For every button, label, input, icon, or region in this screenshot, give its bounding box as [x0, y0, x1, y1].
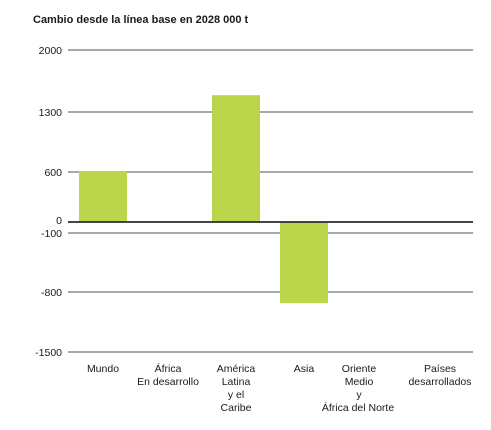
- y-tick-label: -800: [41, 287, 62, 299]
- x-tick-label: En desarrollo: [137, 376, 199, 388]
- x-tick-label: África: [155, 362, 182, 375]
- x-tick-label: Oriente: [342, 363, 377, 375]
- bar: [79, 171, 127, 222]
- y-tick-label: -100: [41, 228, 62, 240]
- chart-title: Cambio desde la línea base en 2028 000 t: [33, 14, 249, 26]
- x-tick-label: América: [217, 363, 256, 375]
- x-tick-label: Latina: [222, 376, 251, 388]
- bar: [280, 222, 328, 304]
- x-tick-label: Medio: [345, 376, 374, 388]
- y-tick-label: 2000: [39, 45, 63, 57]
- x-tick-label: Países: [424, 363, 456, 375]
- y-tick-label: 600: [44, 167, 62, 179]
- x-tick-label: Mundo: [87, 363, 119, 375]
- x-tick-label: Caribe: [221, 402, 252, 414]
- grid-layer: [68, 49, 473, 353]
- x-tick-label: desarrollados: [408, 376, 471, 388]
- y-tick-labels: 2000 1300 600 0-100 -800 -1500: [35, 45, 62, 359]
- y-tick-label: 1300: [39, 107, 63, 119]
- x-tick-label: África del Norte: [322, 401, 395, 414]
- y-tick-label: 0: [56, 215, 62, 227]
- y-tick-label: -1500: [35, 347, 62, 359]
- x-tick-label: y el: [228, 389, 244, 401]
- x-tick-label: y: [356, 389, 362, 401]
- bar: [212, 95, 260, 222]
- x-tick-label: Asia: [294, 363, 315, 375]
- bars-layer: [79, 95, 328, 304]
